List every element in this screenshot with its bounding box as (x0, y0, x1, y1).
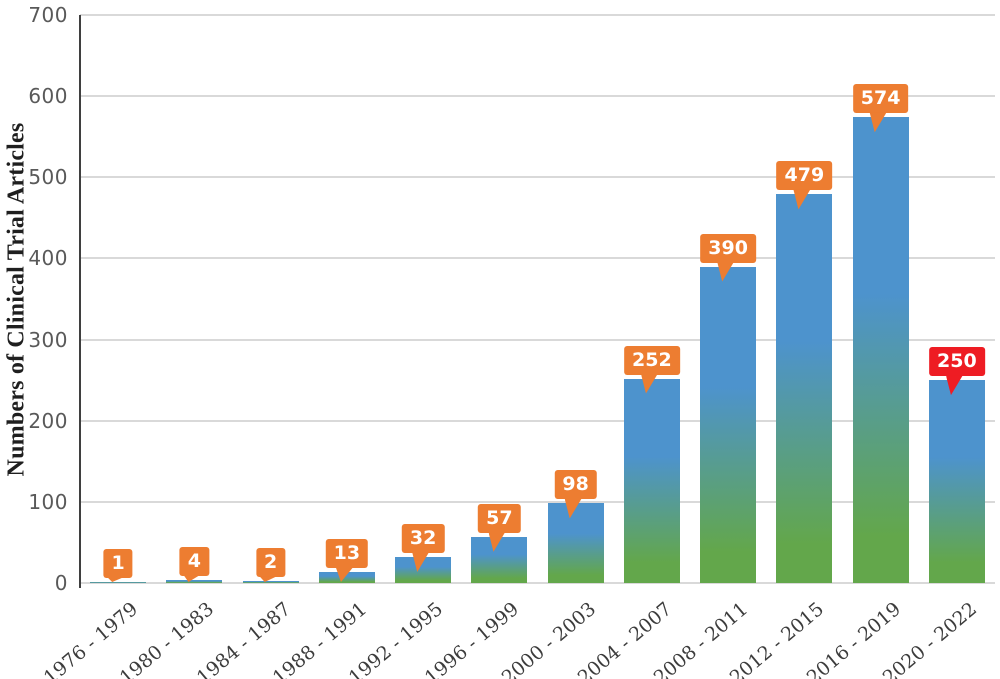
gridline-200 (80, 419, 995, 422)
data-label-57: 57 (478, 503, 521, 552)
data-label-574: 574 (852, 84, 909, 133)
y-tick-label-400: 400 (28, 246, 68, 271)
y-tick-label-300: 300 (28, 327, 68, 352)
data-label-pointer (107, 577, 125, 582)
plot-area: 1 4 2 13 32 57 98 252 390 479 574 250 (80, 14, 995, 584)
data-label-1: 1 (103, 549, 133, 582)
y-tick-label-700: 700 (28, 3, 68, 27)
data-label-479: 479 (776, 161, 833, 210)
gridline-500 (80, 176, 995, 179)
bar-1988-1991 (318, 572, 375, 583)
bar-1976-1979 (90, 582, 147, 583)
data-label-pointer (183, 574, 201, 582)
data-label-252: 252 (624, 345, 680, 394)
data-label-390: 390 (700, 233, 756, 282)
gridline-400 (80, 257, 995, 260)
bar-1984-1987 (242, 581, 299, 583)
gridline-0 (80, 582, 995, 584)
gridline-700 (80, 14, 995, 16)
y-tick-label-200: 200 (28, 408, 68, 433)
data-label-250: 250 (929, 347, 985, 396)
bar-2012-2015 (776, 194, 833, 583)
bar-2016-2019 (852, 117, 909, 583)
data-label-98: 98 (554, 470, 597, 519)
bar-2008-2011 (700, 266, 757, 583)
data-label-pointer (259, 576, 277, 582)
gridline-600 (80, 95, 995, 98)
gridline-300 (80, 338, 995, 341)
y-tick-label-600: 600 (28, 84, 68, 109)
y-tick-label-0: 0 (54, 571, 68, 595)
data-label-4: 4 (179, 546, 209, 582)
bar-2020-2022 (928, 380, 985, 583)
data-label-2: 2 (256, 548, 286, 582)
bar-2004-2007 (623, 378, 680, 583)
bar-1996-1999 (471, 536, 528, 583)
y-tick-label-500: 500 (28, 165, 68, 190)
y-axis-line (79, 15, 81, 588)
gridline-100 (80, 500, 995, 503)
y-tick-label-100: 100 (28, 489, 68, 514)
bar-1980-1983 (166, 579, 223, 583)
data-label-32: 32 (401, 524, 445, 573)
bar-2000-2003 (547, 503, 604, 583)
data-label-13: 13 (325, 539, 369, 582)
